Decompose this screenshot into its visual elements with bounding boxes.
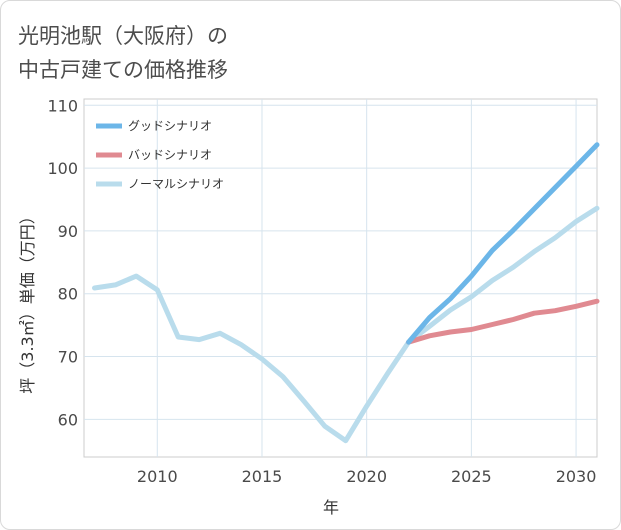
- y-tick-label: 90: [58, 222, 78, 241]
- title-line-2: 中古戸建ての価格推移: [18, 58, 228, 82]
- legend-label: ノーマルシナリオ: [128, 177, 224, 191]
- y-tick-label: 110: [47, 96, 78, 115]
- x-tick-label: 2010: [137, 467, 178, 486]
- series-line: [406, 142, 600, 345]
- title-line-1: 光明池駅（大阪府）の: [18, 24, 228, 48]
- plot-frame: [83, 98, 598, 458]
- chart-title: 光明池駅（大阪府）の 中古戸建ての価格推移: [18, 19, 228, 87]
- y-tick-label: 100: [47, 159, 78, 178]
- x-tick-label: 2025: [451, 467, 492, 486]
- x-tick-label: 2030: [556, 467, 597, 486]
- y-axis-title: 坪（3.3㎡）単価（万円）: [18, 208, 37, 393]
- y-tick-label: 60: [58, 410, 78, 429]
- y-tick-label: 80: [58, 285, 78, 304]
- x-axis-title: 年: [323, 498, 339, 517]
- series-lines: [92, 142, 600, 444]
- x-tick-label: 2020: [346, 467, 387, 486]
- x-tick-label: 2015: [242, 467, 283, 486]
- series-line: [92, 205, 600, 444]
- grid-lines: [83, 98, 598, 458]
- legend-label: バッドシナリオ: [128, 148, 212, 162]
- series-line: [406, 298, 600, 345]
- y-tick-label: 70: [58, 348, 78, 367]
- legend-label: グッドシナリオ: [128, 119, 212, 133]
- axes: 60 70 80 90 100 110 2010 2015 2020 2025 2030: [47, 96, 596, 486]
